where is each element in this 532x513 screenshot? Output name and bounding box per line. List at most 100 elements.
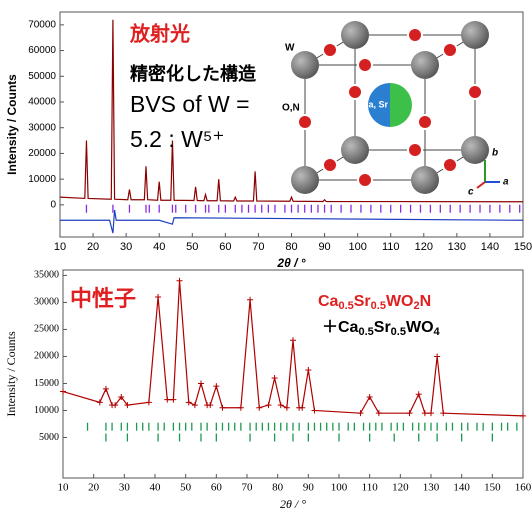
x-tick-label: 60 <box>211 482 223 494</box>
x-tick-label: 20 <box>87 241 99 253</box>
observed-marker <box>299 405 305 411</box>
observed-marker <box>520 413 526 419</box>
x-tick-label: 40 <box>153 241 165 253</box>
formula-part: N <box>420 293 432 310</box>
x-tick-label: 90 <box>303 482 315 494</box>
formula: ＋Ca0.5Sr0.5WO4 <box>322 319 441 338</box>
x-tick-label: 100 <box>348 241 366 253</box>
x-tick-label: 80 <box>272 482 284 494</box>
observed-marker <box>416 391 422 397</box>
observed-marker <box>407 410 413 416</box>
y-axis-label: Intensity / Counts <box>4 331 18 417</box>
y-tick-label: 40000 <box>28 97 56 108</box>
observed-marker <box>290 337 296 343</box>
observed-marker <box>177 278 183 284</box>
formula-part: 0.5 <box>391 326 406 338</box>
x-tick-label: 50 <box>180 482 192 494</box>
y-tick-label: 0 <box>50 199 56 210</box>
x-tick-label: 70 <box>252 241 264 253</box>
x-tick-label: 80 <box>285 241 297 253</box>
annotation: 放射光 <box>129 21 190 45</box>
structure-inset <box>291 21 500 194</box>
formula-part: 0.5 <box>371 300 386 312</box>
x-tick-label: 150 <box>484 482 501 494</box>
formula-part: Sr <box>374 319 391 336</box>
x-tick-label: 120 <box>392 482 409 494</box>
observed-marker <box>272 375 278 381</box>
observed-marker <box>97 399 103 405</box>
y-tick-label: 10000 <box>34 405 59 416</box>
x-tick-label: 130 <box>423 482 440 494</box>
observed-marker <box>164 397 170 403</box>
x-tick-label: 140 <box>481 241 499 253</box>
observed-marker <box>60 389 66 395</box>
y-axis-label: Intensity / Counts <box>5 74 19 175</box>
annotation: 精密化した構造 <box>130 63 256 84</box>
observed-marker <box>192 402 198 408</box>
x-tick-label: 50 <box>186 241 198 253</box>
x-tick-label: 90 <box>318 241 330 253</box>
inset-label: Ca, Sr <box>362 99 389 109</box>
formula-part: 0.5 <box>338 300 353 312</box>
observed-marker <box>422 410 428 416</box>
y-tick-label: 25000 <box>34 324 59 335</box>
observed-marker <box>376 410 382 416</box>
observed-marker <box>219 405 225 411</box>
x-tick-label: 40 <box>150 482 162 494</box>
x-tick-label: 10 <box>54 241 66 253</box>
profile-line <box>60 210 523 233</box>
x-tick-label: 30 <box>120 241 132 253</box>
x-tick-label: 150 <box>514 241 532 253</box>
x-tick-label: 20 <box>88 482 100 494</box>
observed-marker <box>278 402 284 408</box>
observed-marker <box>367 394 373 400</box>
x-tick-label: 160 <box>515 482 532 494</box>
observed-marker <box>357 410 363 416</box>
y-tick-label: 20000 <box>28 148 56 159</box>
x-tick-label: 30 <box>119 482 131 494</box>
y-tick-label: 5000 <box>39 432 59 443</box>
observed-marker <box>238 405 244 411</box>
observed-marker <box>186 399 192 405</box>
observed-marker <box>305 367 311 373</box>
observed-marker <box>103 386 109 392</box>
formula-part: 0.5 <box>358 326 373 338</box>
observed-marker <box>284 405 290 411</box>
formula: Ca0.5Sr0.5WO2N <box>318 293 431 312</box>
figure: 10 20 30 40 50 60 70 80 90 100 110 120 130 140 150 0 100… <box>0 0 532 513</box>
annotation: BVS of W = <box>130 91 250 117</box>
x-tick-label: 100 <box>331 482 348 494</box>
observed-marker <box>170 397 176 403</box>
y-tick-label: 60000 <box>28 45 56 56</box>
observed-marker <box>434 353 440 359</box>
formula-part: 4 <box>434 326 441 338</box>
annotation: 中性子 <box>70 286 136 311</box>
x-tick-label: 70 <box>242 482 254 494</box>
y-tick-label: 70000 <box>28 19 56 30</box>
formula-part: ＋Ca <box>322 319 359 336</box>
observed-marker <box>256 405 262 411</box>
annotation: 5.2 : W⁵⁺ <box>130 126 225 152</box>
observed-marker <box>207 402 213 408</box>
formula-part: Sr <box>354 293 371 310</box>
formula-part: Ca <box>318 293 339 310</box>
y-tick-label: 50000 <box>28 71 56 82</box>
y-tick-label: 30000 <box>34 297 59 308</box>
x-axis-label: 2θ / ° <box>280 497 306 511</box>
y-tick-label: 15000 <box>34 378 59 389</box>
observed-marker <box>247 297 253 303</box>
y-tick-label: 30000 <box>28 122 56 133</box>
formula-part: WO <box>406 319 434 336</box>
observed-marker <box>213 383 219 389</box>
inset-label: a <box>503 177 509 188</box>
inset-label: O,N <box>282 103 300 114</box>
observed-marker <box>146 399 152 405</box>
inset-label: c <box>468 187 474 198</box>
y-tick-label: 20000 <box>34 351 59 362</box>
inset-label: W <box>285 43 295 54</box>
observed-marker <box>428 410 434 416</box>
formula-part: WO <box>386 293 414 310</box>
x-tick-label: 110 <box>382 241 400 253</box>
inset-label: b <box>492 148 498 159</box>
x-tick-label: 110 <box>362 482 379 494</box>
